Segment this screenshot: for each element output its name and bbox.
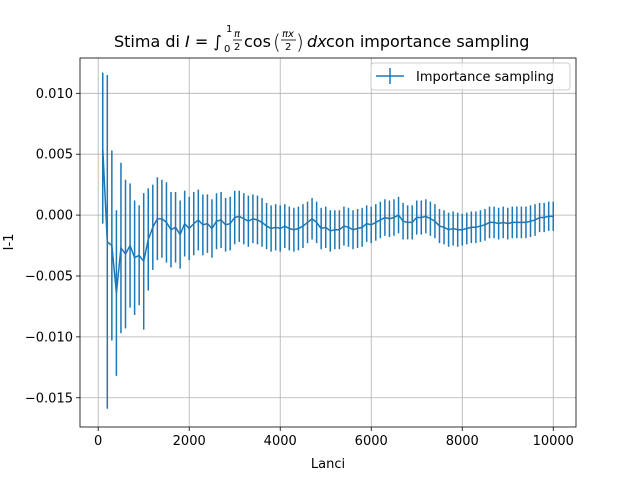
y-axis-label: I-1 [2,234,17,251]
legend: Importance sampling [370,62,571,91]
title-var: I [185,32,190,51]
title-integral-lower: 0 [224,44,230,55]
plot-frame [79,57,577,428]
x-tick-label: 8000 [446,434,479,449]
title-arg-denominator: 2 [285,42,291,53]
title-paren-left: ( [273,30,281,54]
x-axis: 0 2000 4000 6000 8000 10000 [94,427,574,449]
title-dx: dx [307,32,327,51]
legend-label: Importance sampling [416,70,554,85]
x-tick-label: 6000 [355,434,388,449]
y-tick-label: −0.015 [25,391,73,406]
title-arg-numerator: πx [282,29,294,40]
x-tick-label: 4000 [264,434,297,449]
title-frac-numerator: π [234,29,241,40]
title-paren-right: ) [296,30,304,54]
title-suffix: con importance sampling [326,32,529,51]
y-tick-label: 0.010 [36,87,73,102]
legend-box [370,62,571,91]
title-fn: cos [244,32,271,51]
svg-text:Stima di I = ∫: Stima di I = ∫ [114,32,222,51]
series-line [102,148,554,294]
title-integral-upper: 1 [226,24,232,35]
title-frac-denominator: 2 [234,42,240,53]
x-tick-label: 0 [94,434,102,449]
y-axis: 0.010 0.005 0.000 −0.005 −0.010 −0.015 [25,87,80,406]
y-tick-label: −0.010 [25,330,73,345]
chart-title: Stima di I = ∫ 0 1 π 2 cos ( πx 2 ) dx c… [114,24,529,55]
y-tick-label: 0.005 [36,148,73,163]
title-prefix: Stima di [114,32,185,51]
y-tick-label: −0.005 [25,269,73,284]
title-integral: = ∫ [190,32,222,51]
x-tick-label: 2000 [173,434,206,449]
x-tick-label: 10000 [533,434,574,449]
y-tick-label: 0.000 [36,209,73,224]
x-axis-label: Lanci [311,457,345,472]
